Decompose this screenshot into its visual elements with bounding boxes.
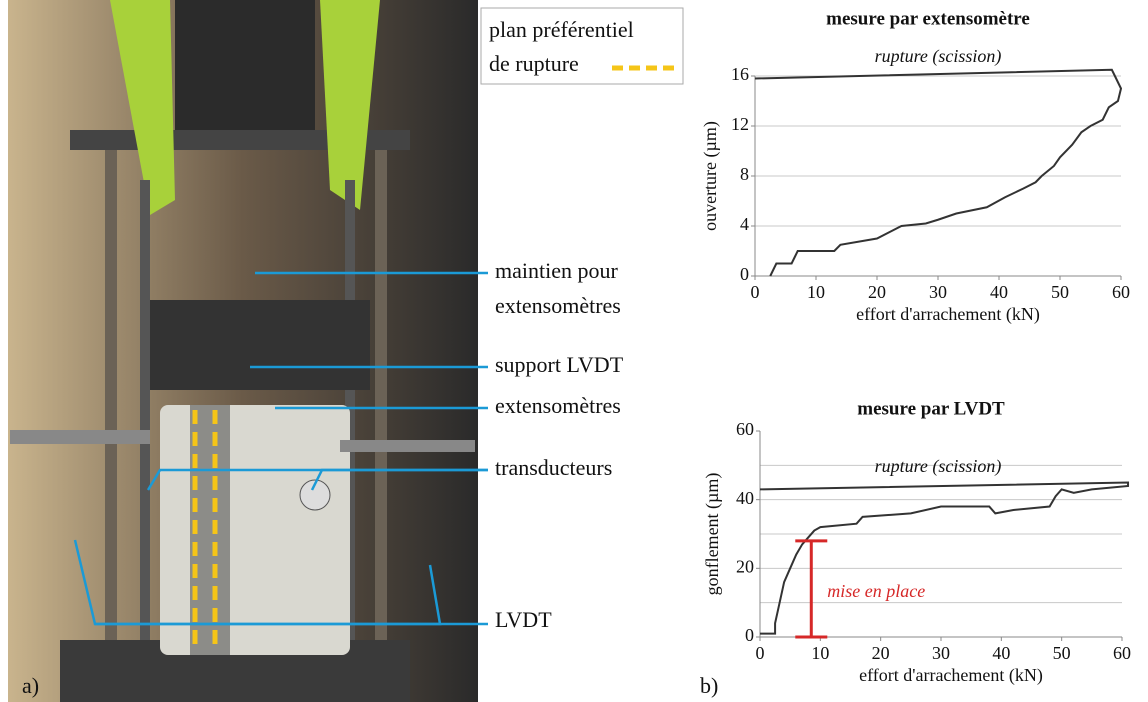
x-tick-label: 20 xyxy=(868,282,886,302)
x-tick-label: 30 xyxy=(929,282,947,302)
photo-label: transducteurs xyxy=(495,455,612,480)
photo-label: extensomètres xyxy=(495,293,621,318)
photo-label: extensomètres xyxy=(495,393,621,418)
annotation: rupture (scission) xyxy=(875,456,1002,477)
data-line xyxy=(754,68,1123,277)
y-tick-label: 8 xyxy=(740,164,749,184)
annotation: rupture (scission) xyxy=(875,46,1002,67)
x-tick-label: 50 xyxy=(1051,282,1069,302)
legend-text: de rupture xyxy=(489,51,579,76)
panel-label: b) xyxy=(700,673,718,698)
chart-title: mesure par extensomètre xyxy=(826,8,1030,29)
y-tick-label: 0 xyxy=(740,264,749,284)
panel-label: a) xyxy=(22,673,39,698)
x-tick-label: 40 xyxy=(992,643,1010,663)
x-tick-label: 60 xyxy=(1112,282,1130,302)
x-tick-label: 10 xyxy=(807,282,825,302)
x-tick-label: 50 xyxy=(1053,643,1071,663)
y-tick-label: 16 xyxy=(731,64,749,84)
photo-label: maintien pour xyxy=(495,258,618,283)
legend-box xyxy=(480,7,684,85)
y-tick-label: 0 xyxy=(745,625,754,645)
marker-label: mise en place xyxy=(827,581,925,601)
x-tick-label: 60 xyxy=(1113,643,1131,663)
x-tick-label: 10 xyxy=(811,643,829,663)
leader-lines xyxy=(73,271,488,626)
photo xyxy=(8,0,478,702)
x-tick-label: 30 xyxy=(932,643,950,663)
x-axis-label: effort d'arrachement (kN) xyxy=(859,665,1043,686)
y-tick-label: 4 xyxy=(740,214,749,234)
y-tick-label: 40 xyxy=(736,488,754,508)
chart-title: mesure par LVDT xyxy=(857,398,1005,419)
x-tick-label: 40 xyxy=(990,282,1008,302)
legend-text: plan préférentiel xyxy=(489,17,634,42)
y-tick-label: 20 xyxy=(736,556,754,576)
x-tick-label: 20 xyxy=(872,643,890,663)
y-axis-label: gonflement (µm) xyxy=(702,473,723,596)
x-tick-label: 0 xyxy=(751,282,760,302)
photo-label: support LVDT xyxy=(495,352,624,377)
data-line xyxy=(759,481,1130,635)
y-tick-label: 60 xyxy=(736,419,754,439)
y-tick-label: 12 xyxy=(731,114,749,134)
photo-label: LVDT xyxy=(495,607,552,632)
x-axis-label: effort d'arrachement (kN) xyxy=(856,304,1040,325)
x-tick-label: 0 xyxy=(756,643,765,663)
y-axis-label: ouverture (µm) xyxy=(700,121,721,231)
